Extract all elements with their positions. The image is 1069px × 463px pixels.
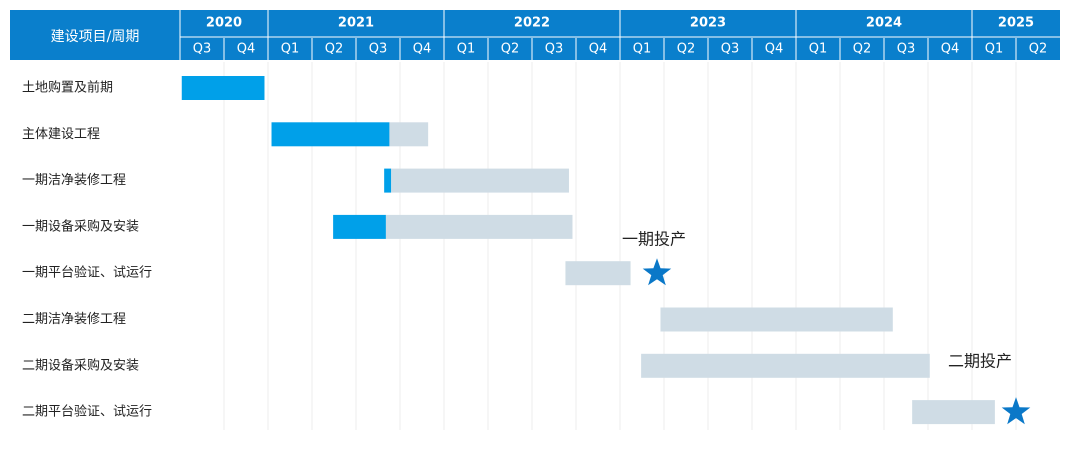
quarter-label: Q2	[853, 42, 872, 57]
planned-bar	[385, 214, 573, 239]
done-bar	[181, 76, 265, 100]
quarter-label: Q1	[985, 42, 1004, 57]
quarter-label: Q1	[809, 42, 828, 57]
year-label: 2024	[866, 16, 902, 31]
task-label: 一期洁净装修工程	[22, 173, 126, 188]
milestone-star	[1001, 397, 1031, 425]
quarter-label: Q3	[193, 42, 212, 57]
planned-bar	[391, 168, 569, 193]
year-label: 2022	[514, 16, 550, 31]
planned-bar	[660, 307, 893, 332]
planned-bar	[641, 353, 930, 378]
task-label: 一期平台验证、试运行	[22, 265, 152, 281]
quarter-label: Q1	[633, 42, 652, 57]
planned-bar	[565, 261, 631, 286]
task-label: 二期平台验证、试运行	[22, 404, 152, 420]
quarter-label: Q4	[765, 42, 784, 57]
header-label: 建设项目/周期	[51, 29, 140, 45]
quarter-label: Q2	[501, 42, 520, 57]
task-label: 一期设备采购及安装	[22, 218, 139, 234]
task-label: 二期设备采购及安装	[22, 357, 139, 373]
quarter-label: Q4	[941, 42, 960, 57]
quarter-label: Q2	[1029, 42, 1048, 57]
year-label: 2020	[206, 16, 242, 31]
milestone-label: 一期投产	[622, 230, 686, 249]
year-label: 2025	[998, 16, 1034, 31]
year-label: 2021	[338, 16, 374, 31]
quarter-label: Q3	[545, 42, 564, 57]
quarter-label: Q3	[897, 42, 916, 57]
done-bar	[333, 214, 386, 239]
planned-bar	[912, 400, 995, 425]
done-bar	[384, 168, 392, 193]
done-bar	[271, 122, 390, 147]
task-label: 二期洁净装修工程	[22, 312, 126, 327]
planned-bar	[389, 122, 429, 147]
header-cell	[10, 10, 180, 60]
quarter-label: Q4	[413, 42, 432, 57]
quarter-label: Q3	[721, 42, 740, 57]
quarter-label: Q2	[677, 42, 696, 57]
milestone-star	[642, 258, 672, 286]
task-label: 土地购置及前期	[22, 80, 113, 96]
quarter-label: Q4	[589, 42, 608, 57]
quarter-label: Q2	[325, 42, 344, 57]
quarter-label: Q4	[237, 42, 256, 57]
quarter-label: Q1	[281, 42, 300, 57]
quarter-label: Q1	[457, 42, 476, 57]
milestone-label: 二期投产	[948, 352, 1012, 371]
quarter-label: Q3	[369, 42, 388, 57]
year-label: 2023	[690, 16, 726, 31]
task-label: 主体建设工程	[22, 127, 100, 142]
